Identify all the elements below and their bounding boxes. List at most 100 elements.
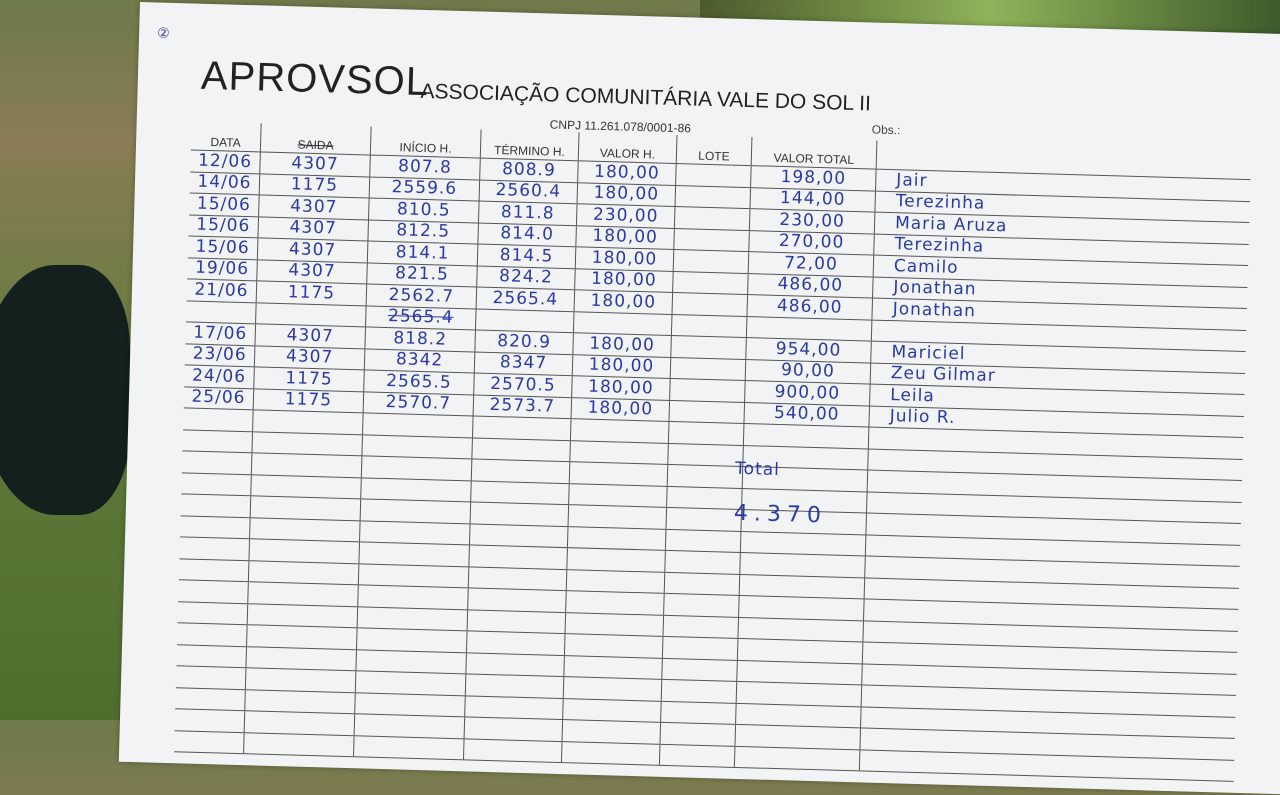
cell-data: 15/06 <box>187 236 259 259</box>
empty-cell <box>664 593 740 617</box>
empty-cell <box>664 572 741 595</box>
cell-data: 14/06 <box>189 172 261 195</box>
cell-valor-total: 954,00 <box>746 338 872 363</box>
empty-cell <box>467 609 567 634</box>
cell-saida <box>256 302 367 327</box>
cell-valor-total: 900,00 <box>745 381 871 406</box>
cell-lote <box>670 357 747 381</box>
empty-cell <box>359 542 470 566</box>
cell-saida: 1175 <box>253 388 365 413</box>
total-value: 4.370 <box>733 500 828 529</box>
cell-saida: 4307 <box>260 152 371 176</box>
empty-cell <box>357 606 469 631</box>
cell-termino: 808.9 <box>480 158 579 182</box>
background-rooster <box>0 265 130 515</box>
cell-data: 24/06 <box>184 365 255 388</box>
empty-cell <box>180 494 252 517</box>
cell-data: 19/06 <box>187 258 258 281</box>
cell-termino: 8347 <box>474 352 574 376</box>
empty-cell <box>250 496 362 520</box>
cell-data: 25/06 <box>183 387 255 410</box>
cell-termino: 2570.5 <box>474 373 573 397</box>
empty-cell <box>740 552 866 577</box>
empty-cell <box>737 638 864 663</box>
empty-cell <box>661 679 738 703</box>
cell-data <box>186 300 257 324</box>
empty-cell <box>570 440 669 464</box>
empty-cell <box>466 652 565 677</box>
empty-cell <box>251 474 362 499</box>
cell-data: 17/06 <box>185 322 257 345</box>
cell-valor-total: 486,00 <box>748 273 874 298</box>
empty-cell <box>563 677 663 701</box>
empty-cell <box>564 655 663 679</box>
cell-valor-total: 72,00 <box>748 252 875 277</box>
cell-valor-total: 270,00 <box>749 230 875 255</box>
empty-cell <box>472 416 572 440</box>
empty-cell <box>736 703 862 728</box>
cell-inicio: 2562.7 <box>366 284 478 309</box>
cell-valor-h: 180,00 <box>573 333 672 357</box>
cell-termino: 814.5 <box>477 244 577 268</box>
cell-inicio: 2565.4 <box>366 305 477 330</box>
cell-termino: 820.9 <box>475 330 574 354</box>
empty-cell <box>355 671 467 695</box>
column-header: INÍCIO H. <box>370 126 482 158</box>
empty-cell <box>354 714 466 738</box>
empty-cell <box>562 720 662 744</box>
empty-cell <box>738 617 864 642</box>
empty-cell <box>361 456 473 480</box>
cell-inicio: 8342 <box>364 348 476 373</box>
cell-saida: 4307 <box>254 345 366 370</box>
cell-valor-total <box>746 316 873 341</box>
cell-inicio: 814.1 <box>367 241 479 266</box>
record-table: DATA SAIDA INÍCIO H. TÉRMINO H. VALOR H. LOTE… <box>174 121 1252 782</box>
empty-cell <box>734 746 861 771</box>
cell-termino: 2560.4 <box>479 180 579 204</box>
empty-cell <box>177 623 248 646</box>
column-header: VALOR TOTAL <box>751 137 878 169</box>
empty-cell <box>661 701 737 724</box>
cell-termino: 824.2 <box>477 266 576 290</box>
empty-cell <box>181 472 252 496</box>
empty-cell <box>354 735 465 760</box>
cell-valor-total: 198,00 <box>751 166 877 191</box>
empty-cell <box>663 615 740 638</box>
empty-cell <box>175 666 247 689</box>
empty-cell <box>250 517 361 542</box>
cell-termino: 814.0 <box>478 223 577 247</box>
empty-cell <box>668 421 745 445</box>
cell-saida: 4307 <box>257 259 368 284</box>
empty-cell <box>245 689 356 714</box>
empty-cell <box>563 698 662 722</box>
cell-inicio: 807.8 <box>370 155 481 180</box>
empty-cell <box>739 595 865 620</box>
column-header: DATA <box>190 121 262 152</box>
empty-cell <box>566 569 666 593</box>
page-number-mark: ② <box>156 24 170 41</box>
cell-inicio: 2570.7 <box>363 391 475 416</box>
empty-cell <box>174 730 245 754</box>
empty-cell <box>245 668 357 692</box>
cell-valor-h: 180,00 <box>576 226 675 250</box>
cell-valor-h: 180,00 <box>574 290 674 314</box>
empty-cell <box>561 741 661 765</box>
cell-lote <box>674 207 751 230</box>
cell-data: 15/06 <box>188 215 260 238</box>
empty-cell <box>363 413 474 437</box>
empty-cell <box>176 644 248 668</box>
empty-cell <box>362 434 473 459</box>
cell-data: 15/06 <box>189 193 260 216</box>
cell-data: 23/06 <box>184 344 256 367</box>
cell-termino: 2565.4 <box>476 287 576 311</box>
empty-cell <box>253 410 364 434</box>
empty-cell <box>183 408 254 431</box>
empty-cell <box>735 724 861 749</box>
empty-cell <box>667 486 743 510</box>
empty-cell <box>566 591 665 615</box>
empty-cell <box>360 499 472 523</box>
cell-data: 21/06 <box>186 279 258 302</box>
empty-cell <box>668 443 744 467</box>
empty-cell <box>737 660 863 685</box>
cell-lote <box>675 185 752 209</box>
